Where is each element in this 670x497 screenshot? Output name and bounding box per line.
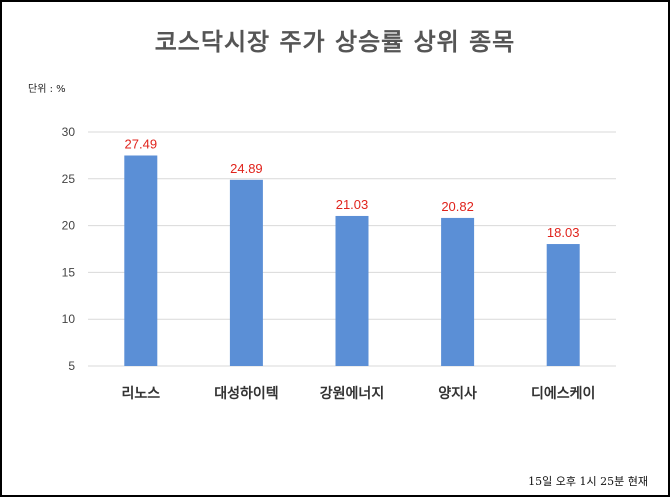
timestamp-footnote: 15일 오후 1시 25분 현재 [528, 475, 648, 488]
category-label: 디에스케이 [531, 385, 595, 402]
y-tick-label: 20 [62, 219, 76, 233]
category-label: 강원에너지 [320, 385, 384, 402]
y-tick-label: 25 [62, 172, 76, 186]
data-label: 27.49 [125, 136, 158, 151]
y-tick-label: 10 [62, 312, 76, 326]
y-tick-label: 5 [68, 359, 75, 373]
category-label: 양지사 [438, 386, 477, 402]
data-label: 18.03 [547, 225, 580, 240]
unit-label: 단위 : % [28, 84, 66, 95]
bar [335, 215, 369, 366]
data-label: 24.89 [230, 161, 263, 176]
data-label: 20.82 [441, 199, 474, 214]
bar [124, 155, 158, 366]
bar [229, 179, 263, 366]
y-tick-label: 15 [62, 265, 76, 279]
data-label: 21.03 [336, 197, 369, 212]
category-label: 대성하이텍 [214, 385, 278, 402]
bar [546, 244, 580, 366]
category-label: 리노스 [121, 386, 160, 402]
y-tick-label: 30 [62, 125, 76, 139]
chart-title: 코스닥시장 주가 상승률 상위 종목 [154, 28, 516, 56]
bar [441, 217, 475, 366]
